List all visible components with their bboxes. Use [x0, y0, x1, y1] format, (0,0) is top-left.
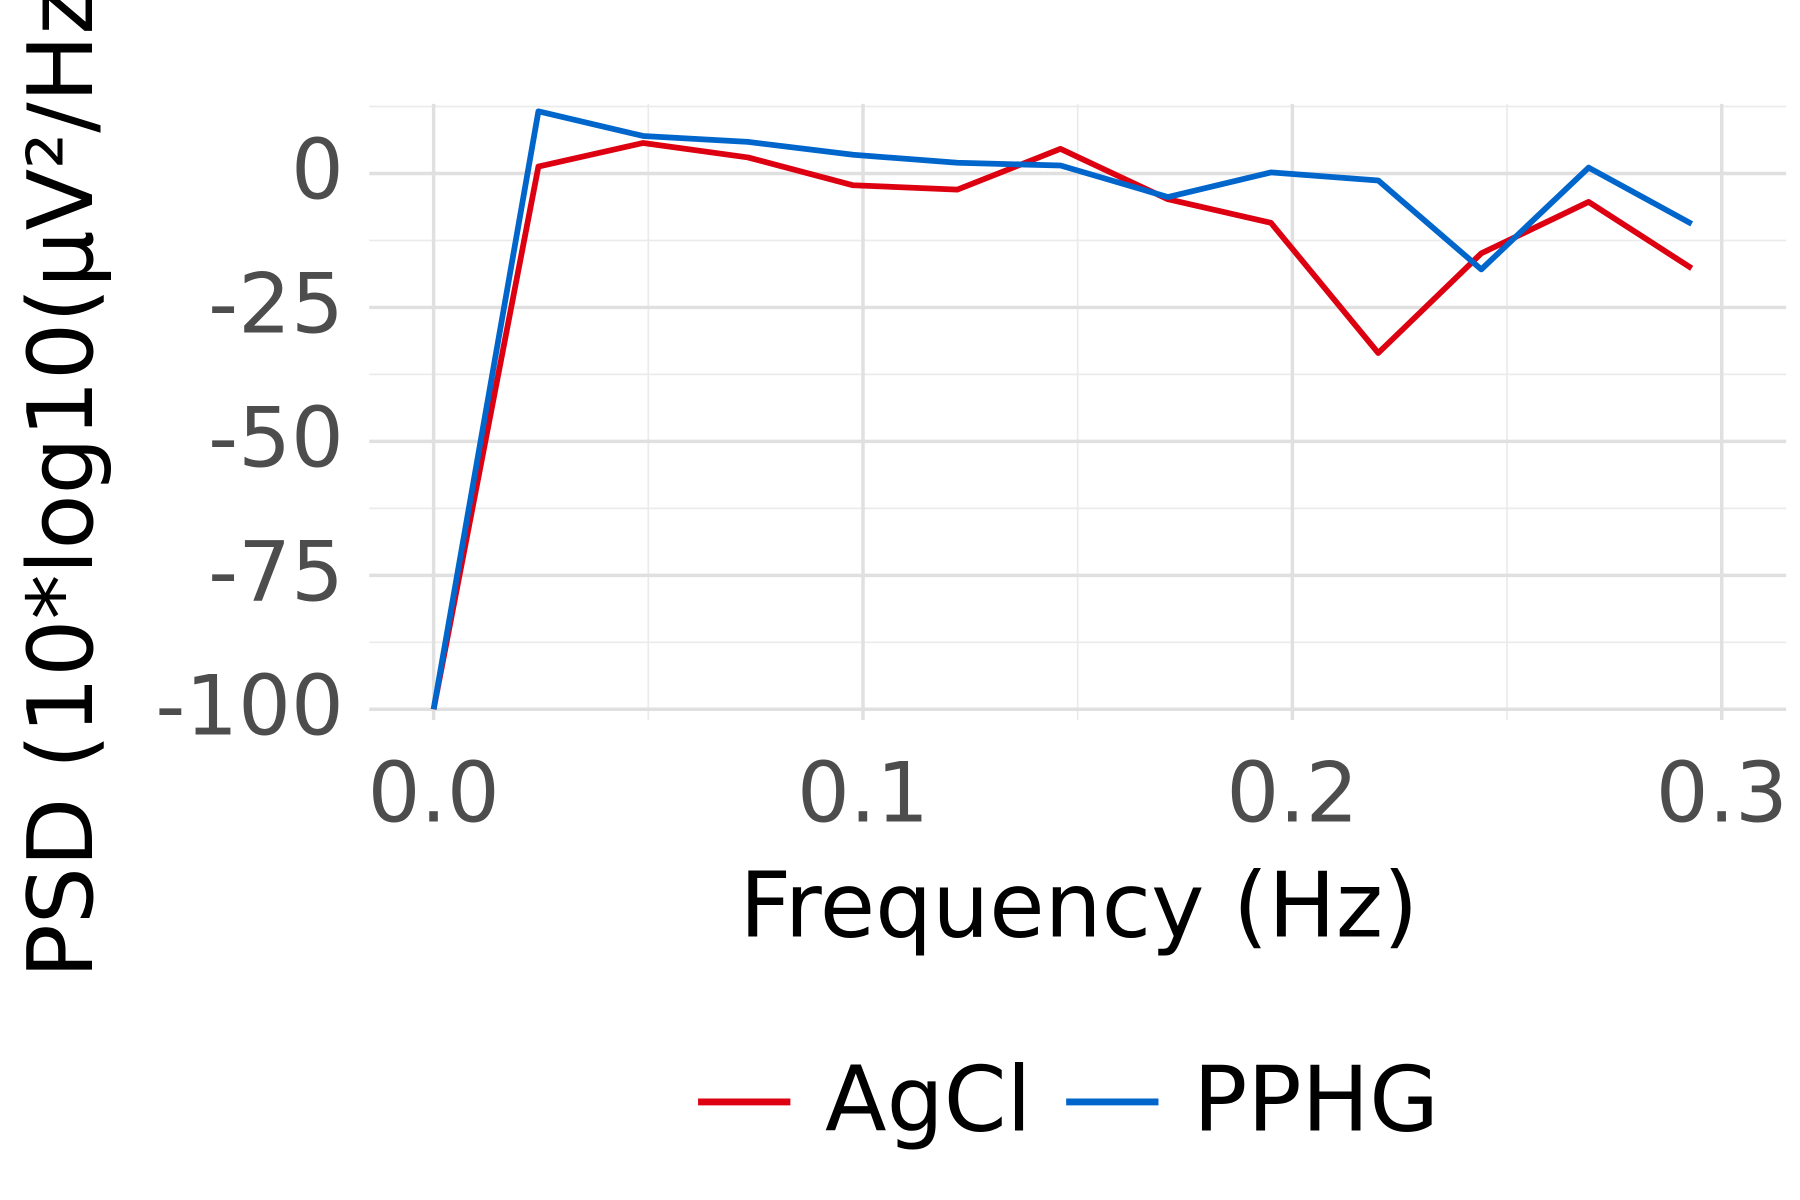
y-tick-label: -25: [208, 256, 344, 353]
x-tick-label: 0.2: [1226, 744, 1358, 841]
x-tick-label: 0.0: [368, 744, 500, 841]
x-axis-title: Frequency (Hz): [739, 853, 1418, 958]
y-axis-title: PSD (10*log10(µV²/Hz)): [9, 0, 114, 978]
y-tick-label: -50: [208, 390, 344, 487]
x-tick-label: 0.3: [1656, 744, 1788, 841]
y-tick-label: -100: [155, 658, 344, 755]
series-line: [430, 140, 1694, 710]
y-tick-label: 0: [291, 122, 344, 219]
y-tick-label: -75: [208, 524, 344, 621]
x-tick-label: 0.1: [797, 744, 929, 841]
legend-label: AgCl: [825, 1047, 1032, 1152]
series-line: [430, 108, 1694, 710]
legend-label: PPHG: [1193, 1047, 1439, 1152]
